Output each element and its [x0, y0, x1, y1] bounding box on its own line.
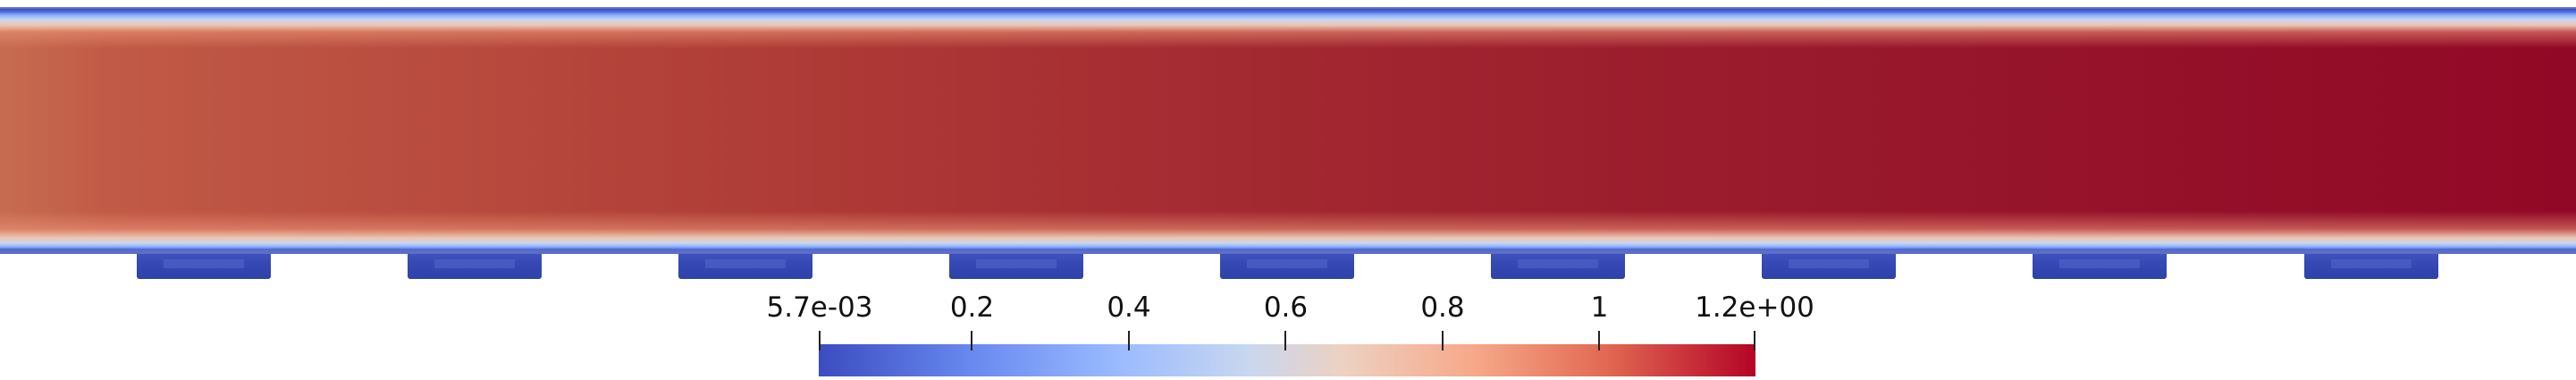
boundary-layer-overlay — [0, 9, 2576, 252]
channel-bottom-wall — [0, 250, 2576, 254]
electrode-pad — [2033, 254, 2167, 279]
electrode-pad — [678, 254, 812, 279]
colorbar-tick-label: 0.6 — [1263, 291, 1309, 324]
flow-channel-field — [0, 9, 2576, 252]
colorbar-tick — [1754, 331, 1755, 350]
colorbar-tick — [819, 331, 821, 350]
electrode-pad — [1762, 254, 1896, 279]
colorbar-gradient — [819, 344, 1755, 376]
colorbar-tick-label: 0.4 — [1107, 291, 1151, 324]
colorbar-tick — [1127, 331, 1130, 350]
colorbar-tick-label: 1.2e+00 — [1695, 291, 1814, 324]
colorbar-tick-label: 0.8 — [1420, 291, 1465, 324]
colorbar-tick — [971, 331, 973, 350]
electrode-pad — [1491, 254, 1625, 279]
colorbar-tick-label: 1 — [1590, 291, 1609, 324]
electrode-pad — [137, 254, 271, 279]
electrode-pad — [2304, 254, 2438, 279]
electrode-pad — [1220, 254, 1354, 279]
colorbar-tick — [1598, 331, 1601, 350]
electrode-pad — [949, 254, 1083, 279]
colorbar-tick — [1441, 331, 1444, 350]
colorbar-tick-label: 0.2 — [949, 291, 995, 324]
colorbar-tick — [1284, 331, 1287, 350]
electrode-pad — [408, 254, 542, 279]
colorbar-tick-label: 5.7e-03 — [766, 291, 873, 324]
